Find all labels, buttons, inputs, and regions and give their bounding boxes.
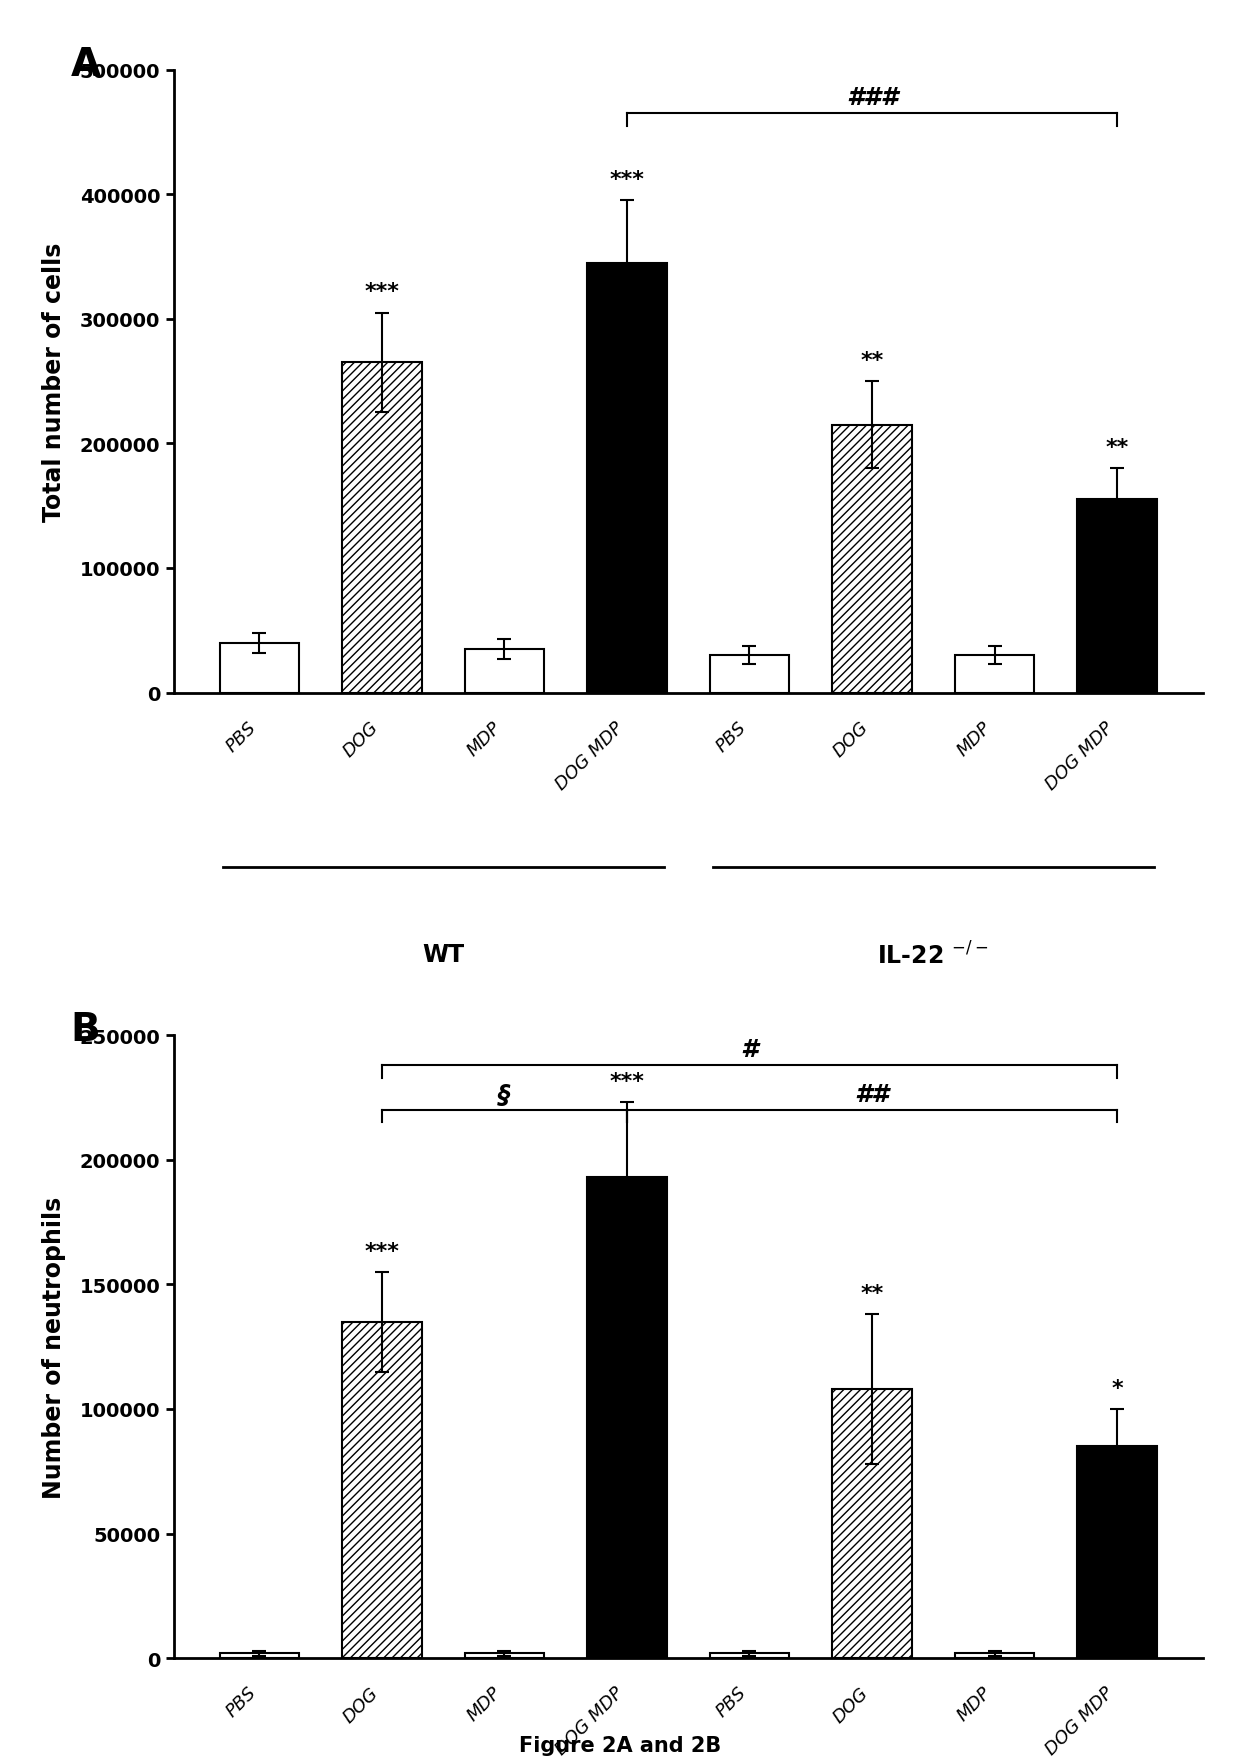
Bar xyxy=(1078,501,1157,693)
Bar xyxy=(342,1321,422,1658)
Text: ###: ### xyxy=(846,86,898,111)
Text: PBS: PBS xyxy=(712,718,749,755)
Text: DOG: DOG xyxy=(830,1683,872,1725)
Bar xyxy=(219,644,299,693)
Text: DOG MDP: DOG MDP xyxy=(552,718,627,794)
Text: MDP: MDP xyxy=(954,718,994,759)
Bar xyxy=(465,1653,544,1658)
Bar xyxy=(832,1390,911,1658)
Text: DOG: DOG xyxy=(340,718,382,760)
Text: DOG: DOG xyxy=(340,1683,382,1725)
Bar xyxy=(709,1653,790,1658)
Text: DOG MDP: DOG MDP xyxy=(1042,718,1117,794)
Text: DOG: DOG xyxy=(830,718,872,760)
Bar xyxy=(709,656,790,693)
Bar xyxy=(219,1653,299,1658)
Text: MDP: MDP xyxy=(464,718,505,759)
Bar xyxy=(587,263,667,693)
Text: Figure 2A and 2B: Figure 2A and 2B xyxy=(518,1736,722,1755)
Y-axis label: Number of neutrophils: Number of neutrophils xyxy=(42,1196,66,1498)
Bar xyxy=(1078,1446,1157,1658)
Text: MDP: MDP xyxy=(954,1683,994,1723)
Text: ***: *** xyxy=(610,169,645,191)
Text: WT: WT xyxy=(422,942,464,967)
Bar xyxy=(465,649,544,693)
Text: ##: ## xyxy=(854,1083,889,1106)
Text: **: ** xyxy=(1105,437,1128,459)
Text: IL-22 $^{-/-}$: IL-22 $^{-/-}$ xyxy=(878,942,990,970)
Text: PBS: PBS xyxy=(222,718,259,755)
Bar xyxy=(955,656,1034,693)
Bar xyxy=(955,1653,1034,1658)
Text: MDP: MDP xyxy=(464,1683,505,1723)
Text: #: # xyxy=(740,1037,758,1062)
Bar xyxy=(587,1178,667,1658)
Y-axis label: Total number of cells: Total number of cells xyxy=(42,242,66,522)
Text: B: B xyxy=(71,1011,100,1048)
Text: ***: *** xyxy=(610,1071,645,1092)
Text: DOG MDP: DOG MDP xyxy=(552,1683,627,1759)
Text: **: ** xyxy=(861,1282,884,1304)
Text: ***: *** xyxy=(365,1240,399,1261)
Bar xyxy=(342,363,422,693)
Text: DOG MDP: DOG MDP xyxy=(1042,1683,1117,1759)
Text: PBS: PBS xyxy=(222,1683,259,1720)
Bar xyxy=(832,425,911,693)
Text: §: § xyxy=(498,1083,511,1106)
Text: A: A xyxy=(71,46,100,83)
Text: PBS: PBS xyxy=(712,1683,749,1720)
Text: **: ** xyxy=(861,351,884,370)
Text: *: * xyxy=(1111,1378,1123,1397)
Text: ***: *** xyxy=(365,282,399,302)
